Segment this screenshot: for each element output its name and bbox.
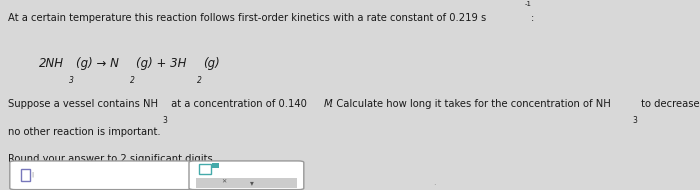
Text: 3: 3 [162, 116, 167, 125]
Bar [196, 178, 297, 188]
Text: to decrease by 88.0%. You may assume: to decrease by 88.0%. You may assume [638, 99, 700, 109]
Text: ✕: ✕ [221, 180, 227, 185]
Text: (g): (g) [203, 57, 220, 70]
Text: ▾: ▾ [250, 178, 254, 187]
Text: 3: 3 [69, 76, 74, 85]
Text: 2: 2 [130, 76, 135, 85]
Text: (g) + 3H: (g) + 3H [136, 57, 187, 70]
Text: Round your answer to 2 significant digits.: Round your answer to 2 significant digit… [8, 154, 216, 164]
Text: :: : [531, 13, 534, 23]
Text: . Calculate how long it takes for the concentration of NH: . Calculate how long it takes for the co… [330, 99, 611, 109]
Text: (g) → N: (g) → N [76, 57, 118, 70]
Text: -1: -1 [525, 1, 532, 7]
FancyBboxPatch shape [10, 161, 193, 190]
Text: 2: 2 [197, 76, 202, 85]
Text: 3: 3 [633, 116, 638, 125]
Text: at a concentration of 0.140: at a concentration of 0.140 [168, 99, 307, 109]
Text: .: . [433, 178, 435, 187]
Text: At a certain temperature this reaction follows first-order kinetics with a rate : At a certain temperature this reaction f… [8, 13, 486, 23]
Text: Suppose a vessel contains NH: Suppose a vessel contains NH [8, 99, 158, 109]
Text: |: | [32, 171, 34, 177]
FancyBboxPatch shape [189, 161, 304, 190]
Bar [212, 163, 219, 168]
Text: M: M [324, 99, 332, 109]
Text: 2NH: 2NH [38, 57, 64, 70]
Text: no other reaction is important.: no other reaction is important. [8, 127, 161, 137]
